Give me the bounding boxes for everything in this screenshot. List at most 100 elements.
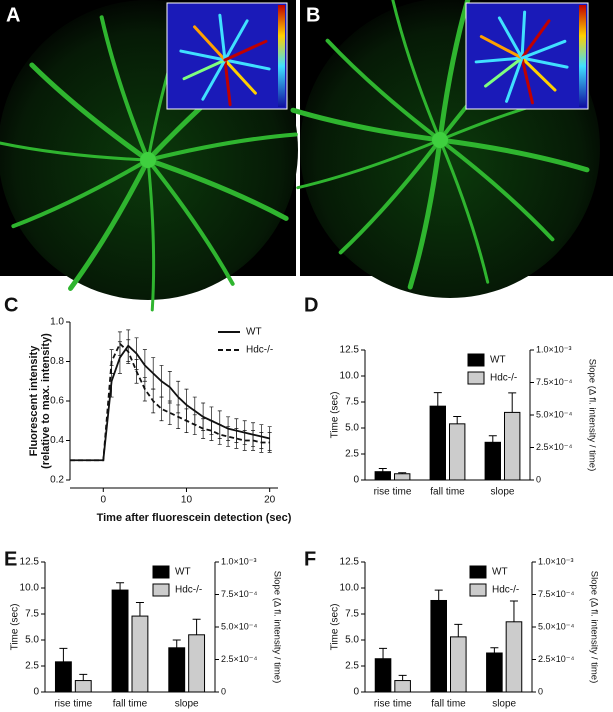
panel-label: E [4,548,17,570]
vessel [11,158,150,229]
bar [394,473,411,481]
inset-vessel [520,56,534,105]
x-tick-label: 10 [181,495,193,506]
y2-tick-label: 2.5×10⁻⁴ [221,654,258,664]
x-tick-label: slope [491,487,515,498]
inset-vessels-b [474,10,569,105]
inset-vessel [223,58,257,95]
error-bar [433,392,442,407]
vessel [99,15,150,162]
y-tick-label: 10.0 [340,371,360,382]
error-bar [434,589,443,601]
error-bar [508,392,517,413]
y-axis-label: Time (sec) [330,392,341,439]
y2-tick-label: 0 [536,474,541,484]
panel-label: A [6,4,20,26]
error-bar [217,424,222,445]
legend-swatch [152,583,170,597]
inset-vessel [474,56,524,64]
bar [111,589,129,693]
y-tick-label: 2.5 [345,661,359,672]
vessel [325,38,442,142]
error-bar [453,416,462,424]
legend-label: WT [246,327,262,338]
y-tick-label: 5.0 [345,423,359,434]
y-tick-label: 0 [353,687,359,698]
bar [484,441,502,481]
x-tick-label: 0 [100,495,106,506]
vessel [438,138,490,284]
bar [450,636,467,693]
x-tick-label: 20 [264,495,276,506]
inset-vessel [520,39,567,60]
legend-swatch [469,583,487,597]
y-tick-label: 0.4 [50,435,64,446]
y2-tick-label: 1.0×10⁻³ [538,556,574,566]
error-bar [378,468,387,472]
y-tick-label: 0.2 [50,475,64,486]
vessel [438,138,555,242]
y-tick-label: 5.0 [25,635,39,646]
error-bar [172,639,181,648]
bar [168,647,186,693]
y-tick-label: 12.5 [340,345,360,356]
x-tick-label: fall time [430,487,465,498]
inset-vessel [223,39,268,62]
x-axis-label: Time after fluorescein detection (sec) [97,512,292,524]
bar [188,634,206,693]
legend-label: WT [492,567,508,578]
error-bar [59,647,68,662]
legend-label: Hdc-/- [175,585,202,596]
inset-vessel [179,49,227,62]
error-bar [490,647,499,653]
y2-tick-label: 2.5×10⁻⁴ [536,442,573,452]
y2-tick-label: 2.5×10⁻⁴ [538,654,575,664]
x-tick-label: slope [492,699,516,710]
vessel [290,107,443,143]
y-axis-label: Time (sec) [330,604,341,651]
y2-tick-label: 5.0×10⁻⁴ [536,409,573,419]
bar [74,680,92,693]
vessel [338,138,442,255]
bar [54,661,72,693]
y-tick-label: 7.5 [345,397,359,408]
error-bar [135,602,144,617]
error-bar [159,396,164,422]
inset-vessel [193,25,227,62]
inset-vessel [505,56,524,103]
panel-label: F [304,548,316,570]
bar [449,423,466,481]
x-tick-label: rise time [54,699,92,710]
y-tick-label: 0 [33,687,39,698]
x-tick-label: rise time [374,699,412,710]
y2-tick-label: 5.0×10⁻⁴ [221,621,258,631]
inset-vessel [520,56,557,92]
error-bar [192,618,201,635]
error-bar [454,623,463,637]
error-bar [379,647,388,659]
legend-swatch [467,353,485,367]
series-line [70,342,270,462]
error-bar [116,582,125,591]
y2-tick-label: 1.0×10⁻³ [221,556,257,566]
legend-swatch [152,565,170,579]
bar [374,658,392,693]
inset-vessel [479,35,524,60]
y-axis-label: Fluorescent intensity [28,345,40,457]
y2-tick-label: 1.0×10⁻³ [536,344,572,354]
y-axis-label: (relative to max. intensity) [40,333,52,469]
y-tick-label: 10.0 [20,583,40,594]
bar [394,680,411,693]
y-tick-label: 7.5 [25,609,39,620]
legend-label: Hdc-/- [490,373,517,384]
vessel [68,157,151,291]
y-tick-label: 2.5 [345,449,359,460]
error-bar [167,400,172,426]
panel-label: C [4,294,18,316]
vessel [391,0,442,142]
legend-label: Hdc-/- [246,345,273,356]
y-tick-label: 7.5 [345,609,359,620]
y-tick-label: 0.6 [50,396,64,407]
x-tick-label: slope [175,699,199,710]
error-bar [79,673,88,681]
